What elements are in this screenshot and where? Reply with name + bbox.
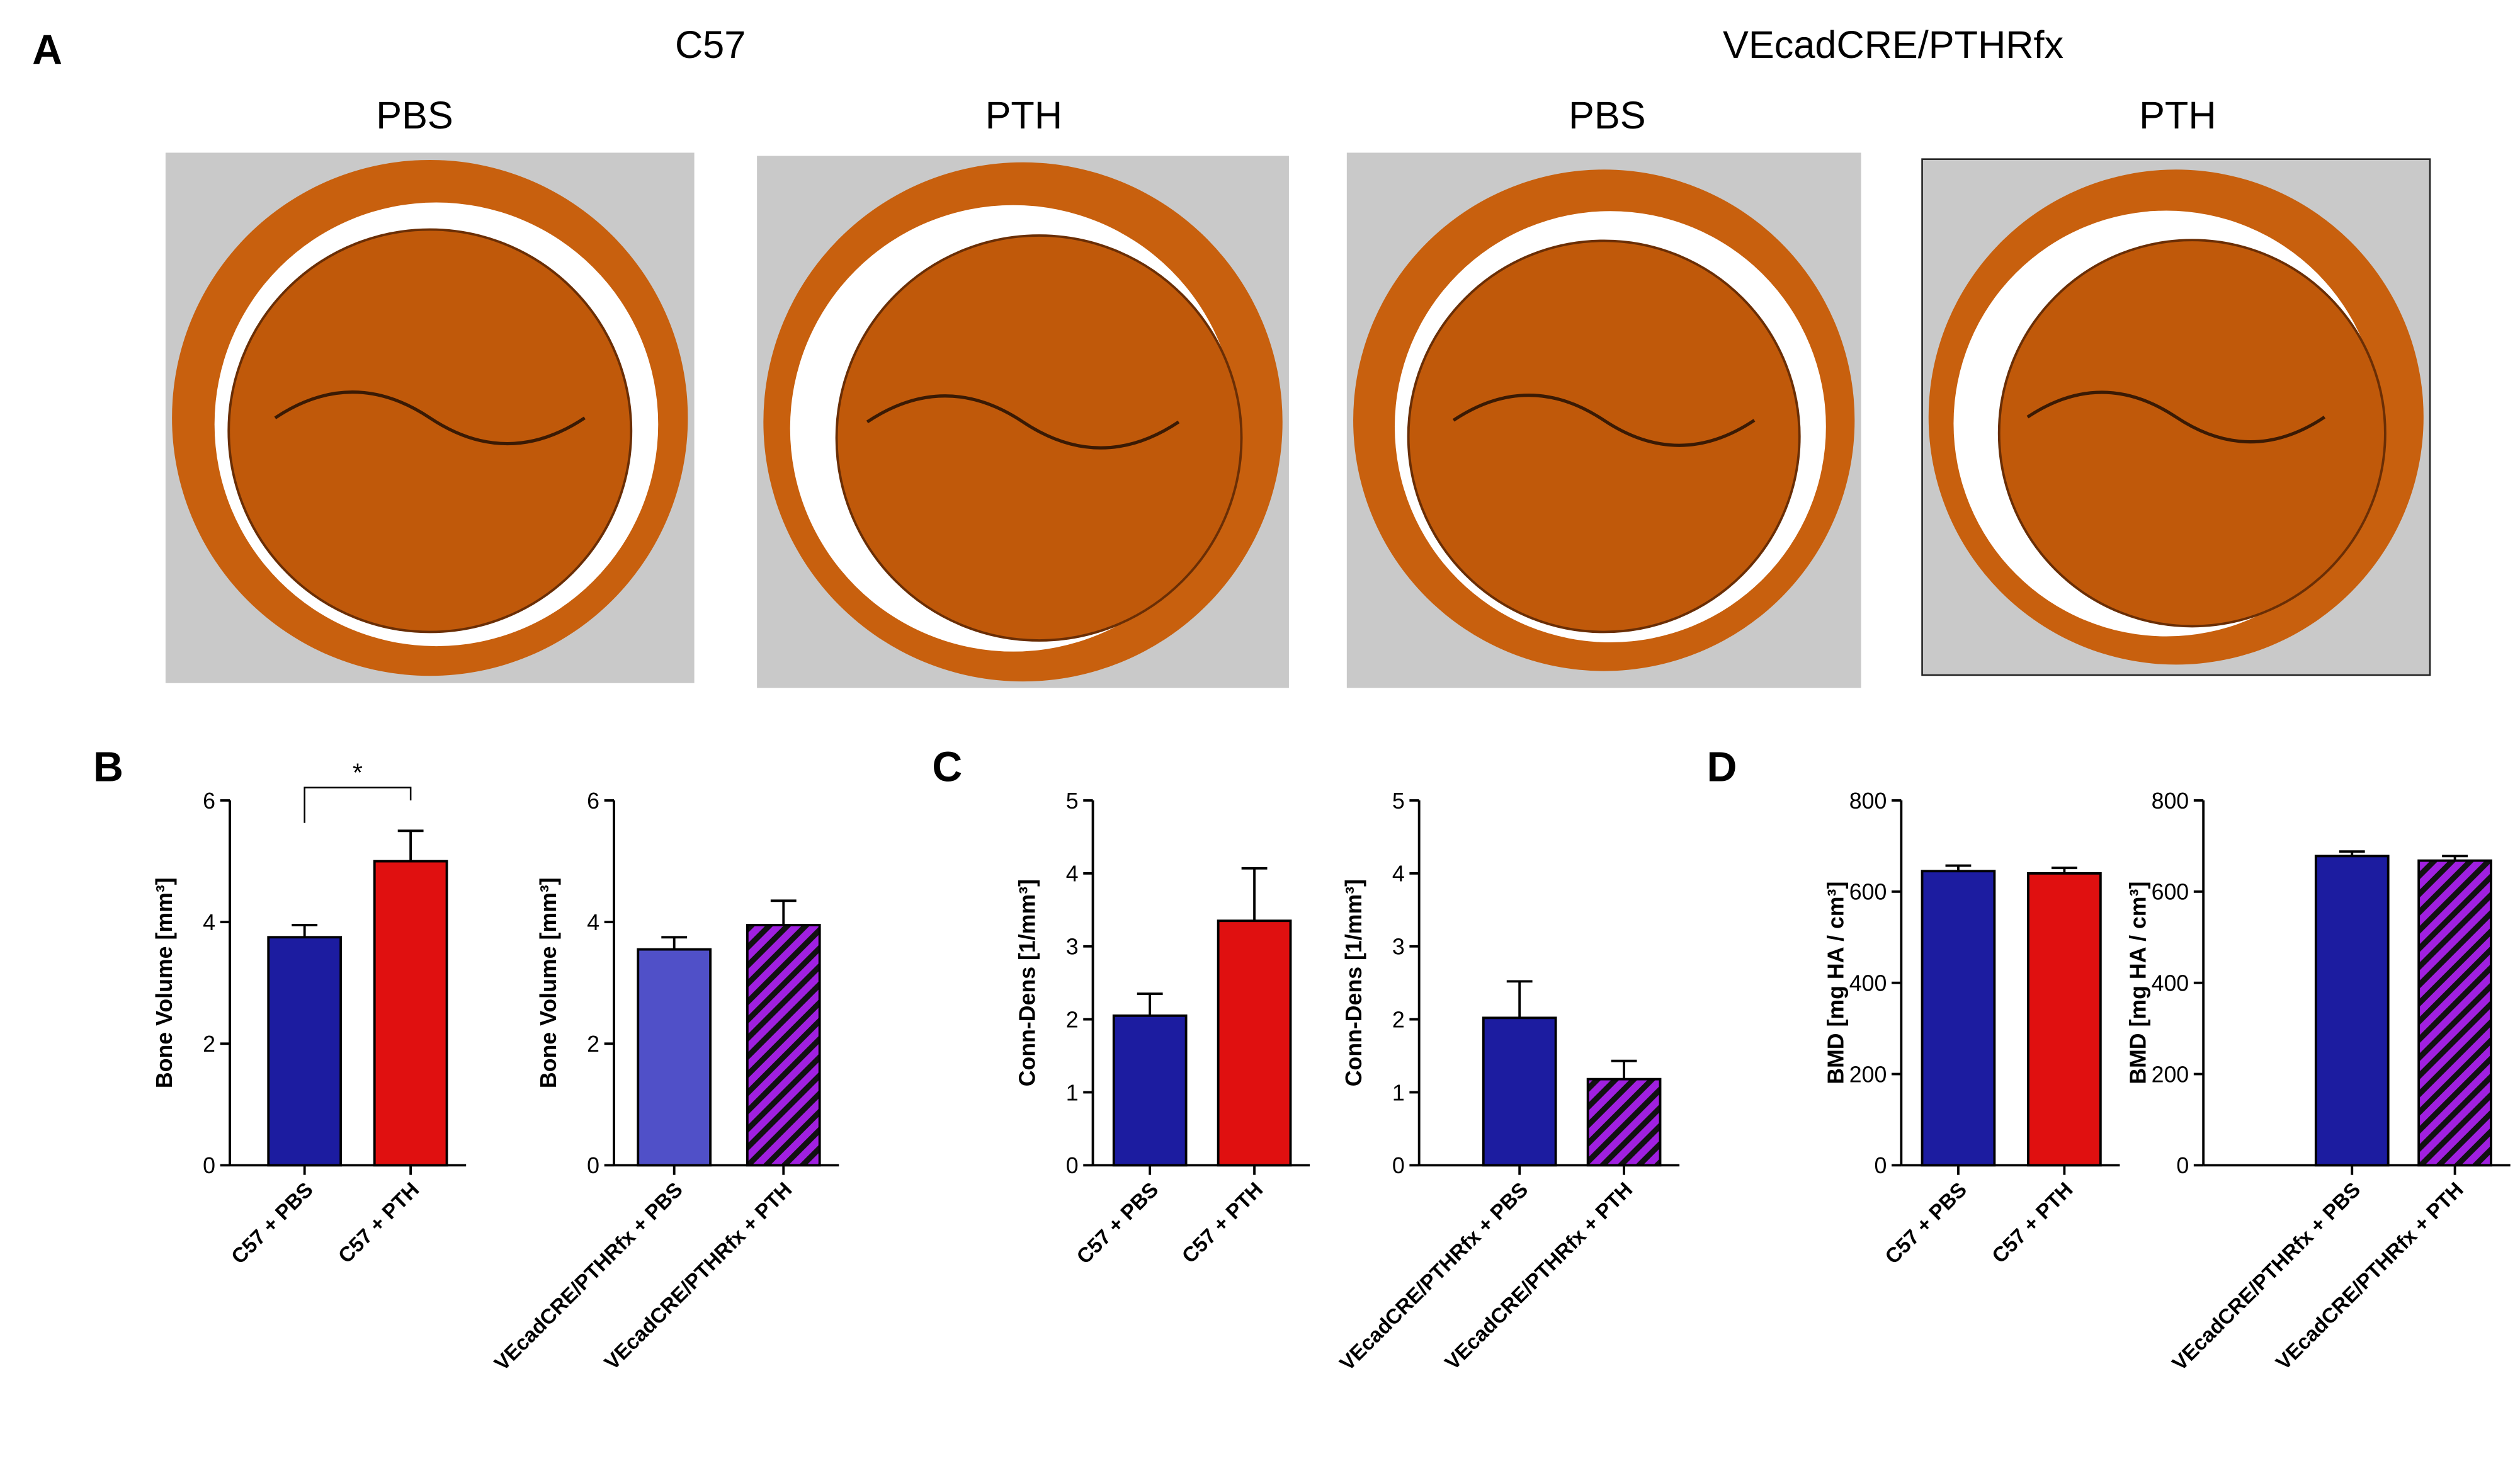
- y-tick-label: 6: [203, 788, 215, 814]
- y-tick-label: 2: [587, 1032, 599, 1057]
- bone-core: [1997, 239, 2387, 628]
- bone-core: [835, 234, 1243, 642]
- y-tick-label: 0: [587, 1153, 599, 1178]
- crack: [274, 390, 586, 445]
- x-tick-label: C57 + PBS: [1881, 1178, 1972, 1269]
- y-tick-label: 200: [1849, 1062, 1887, 1087]
- x-tick-label: VEcadCRE/PTHRfx + PBS: [490, 1178, 687, 1375]
- y-tick-label: 400: [2152, 970, 2189, 996]
- ct-image: [165, 152, 695, 683]
- bar: [1112, 1014, 1188, 1167]
- y-tick-label: 0: [1066, 1153, 1079, 1178]
- y-tick-label: 1: [1066, 1080, 1079, 1105]
- condition-title: PBS: [1569, 94, 1646, 137]
- y-tick-label: 400: [1849, 970, 1887, 996]
- y-tick-label: 2: [1392, 1007, 1405, 1032]
- y-tick-label: 4: [1392, 861, 1405, 887]
- bar: [373, 860, 448, 1167]
- significance-label: *: [353, 758, 363, 787]
- bone-core: [1407, 239, 1801, 634]
- y-tick-label: 800: [1849, 788, 1887, 814]
- bar: [1586, 1077, 1662, 1167]
- x-tick-label: VEcadCRE/PTHRfx + PTH: [2271, 1178, 2468, 1375]
- bar: [267, 936, 343, 1167]
- significance-bracket: [304, 787, 412, 823]
- y-tick-label: 0: [1875, 1153, 1887, 1178]
- x-tick-label: C57 + PTH: [334, 1178, 424, 1268]
- bar: [637, 948, 712, 1167]
- bar: [1482, 1016, 1557, 1167]
- ct-image: [1346, 152, 1861, 688]
- y-tick-label: 1: [1392, 1080, 1405, 1105]
- y-tick-label: 200: [2152, 1062, 2189, 1087]
- y-tick-label: 3: [1066, 935, 1079, 960]
- y-tick-label: 0: [1392, 1153, 1405, 1178]
- y-tick-label: 600: [1849, 880, 1887, 905]
- y-tick-label: 6: [587, 788, 599, 814]
- y-tick-label: 0: [203, 1153, 215, 1178]
- panel-label: D: [1707, 744, 1737, 790]
- bar: [746, 924, 821, 1167]
- condition-title: PTH: [2139, 94, 2216, 137]
- y-tick-label: 4: [203, 910, 215, 935]
- x-tick-label: VEcadCRE/PTHRfx + PBS: [2168, 1178, 2365, 1375]
- y-tick-label: 0: [2176, 1153, 2189, 1178]
- x-tick-label: C57 + PTH: [1178, 1178, 1268, 1268]
- y-tick-label: 3: [1392, 935, 1405, 960]
- y-axis-label: Conn-Dens [1/mm³]: [1015, 879, 1040, 1086]
- x-tick-label: C57 + PBS: [227, 1178, 318, 1269]
- y-tick-label: 5: [1392, 788, 1405, 814]
- y-tick-label: 2: [203, 1032, 215, 1057]
- panel-label: A: [32, 27, 62, 74]
- group-title: VEcadCRE/PTHRfx: [1723, 23, 2063, 66]
- y-axis-label: Bone Volume [mm³]: [152, 877, 177, 1088]
- ct-image: [757, 156, 1289, 688]
- condition-title: PTH: [985, 94, 1063, 137]
- y-tick-label: 600: [2152, 880, 2189, 905]
- crack: [1452, 394, 1756, 447]
- condition-title: PBS: [376, 94, 453, 137]
- crack: [866, 394, 1180, 450]
- panel-label: C: [932, 744, 962, 790]
- bar: [1921, 870, 1996, 1167]
- y-tick-label: 800: [2152, 788, 2189, 814]
- crack: [2026, 390, 2326, 444]
- x-tick-label: C57 + PBS: [1072, 1178, 1163, 1269]
- y-axis-label: BMD [mg HA / cm³]: [2125, 882, 2150, 1084]
- y-axis-label: Conn-Dens [1/mm³]: [1341, 879, 1366, 1086]
- x-tick-label: C57 + PTH: [1988, 1178, 2078, 1268]
- y-axis-label: Bone Volume [mm³]: [536, 877, 561, 1088]
- y-tick-label: 4: [587, 910, 599, 935]
- y-axis-label: BMD [mg HA / cm³]: [1823, 882, 1848, 1084]
- y-tick-label: 5: [1066, 788, 1079, 814]
- ct-image: [1921, 158, 2431, 676]
- x-tick-label: VEcadCRE/PTHRfx + PTH: [1441, 1178, 1637, 1375]
- bar: [2314, 855, 2390, 1167]
- group-title: C57: [675, 23, 746, 66]
- x-tick-label: VEcadCRE/PTHRfx + PTH: [600, 1178, 797, 1375]
- y-tick-label: 2: [1066, 1007, 1079, 1032]
- panel-label: B: [93, 744, 123, 790]
- bar: [2027, 872, 2102, 1167]
- bone-core: [227, 228, 633, 634]
- x-tick-label: VEcadCRE/PTHRfx + PBS: [1336, 1178, 1533, 1375]
- bar: [2417, 859, 2492, 1167]
- y-tick-label: 4: [1066, 861, 1079, 887]
- bar: [1217, 919, 1292, 1167]
